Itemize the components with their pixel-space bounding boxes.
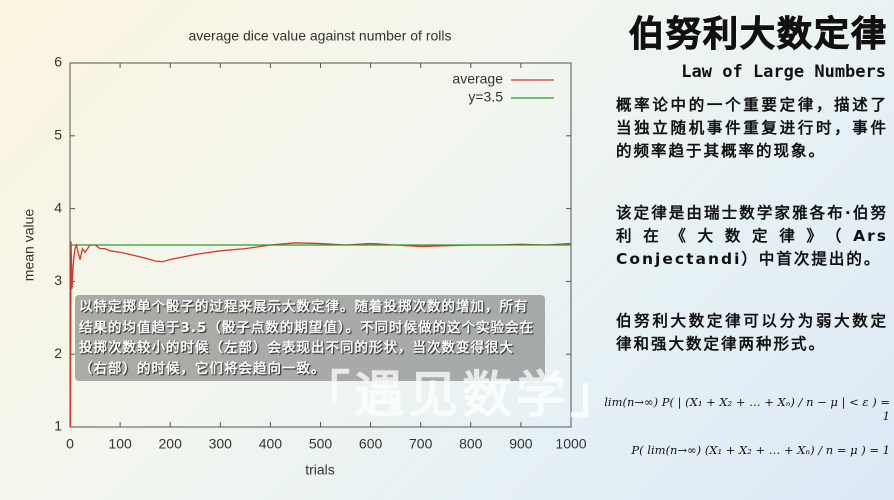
chart: average dice value against number of rol…: [21, 28, 587, 478]
x-tick-label: 1000: [555, 436, 586, 452]
panel-subtitle: Law of Large Numbers: [681, 62, 886, 82]
paragraph: 该定律是由瑞士数学家雅各布·伯努利在《大数定律》（Ars Conjectandi…: [616, 204, 888, 268]
side-panel: 伯努利大数定律 Law of Large Numbers 概率论中的一个重要定律…: [600, 0, 894, 500]
formula: P( lim(n→∞) (X₁ + X₂ + … + Xₙ) / n = μ )…: [631, 443, 890, 457]
x-axis-label: trials: [305, 462, 335, 478]
y-tick-label: 6: [54, 54, 62, 70]
legend-label: y=3.5: [468, 89, 503, 105]
y-axis-label: mean value: [21, 209, 37, 282]
y-tick-label: 2: [54, 345, 62, 361]
x-tick-label: 0: [66, 436, 74, 452]
panel-title: 伯努利大数定律: [628, 15, 888, 56]
x-tick-label: 800: [459, 436, 483, 452]
x-tick-label: 100: [108, 436, 132, 452]
x-tick-label: 700: [409, 436, 433, 452]
x-tick-label: 300: [209, 436, 233, 452]
watermark: 「遇见数学」: [300, 366, 624, 424]
y-tick-label: 3: [54, 272, 62, 288]
line-series: [69, 241, 572, 428]
x-tick-label: 500: [309, 436, 333, 452]
y-tick-label: 5: [54, 127, 62, 143]
x-tick-label: 200: [159, 436, 183, 452]
y-tick-label: 1: [54, 418, 62, 434]
y-tick-label: 4: [54, 199, 62, 215]
x-tick-label: 400: [259, 436, 283, 452]
chart-title: average dice value against number of rol…: [188, 28, 451, 44]
paragraph: 伯努利大数定律可以分为弱大数定律和强大数定律两种形式。: [616, 312, 888, 353]
caption: 以特定掷单个骰子的过程来展示大数定律。随着投掷次数的增加，所有结果的均值趋于3.…: [75, 295, 545, 381]
x-tick-label: 600: [359, 436, 383, 452]
legend-label: average: [452, 71, 503, 87]
x-tick-label: 900: [509, 436, 533, 452]
paragraph: 概率论中的一个重要定律，描述了当独立随机事件重复进行时，事件的频率趋于其概率的现…: [616, 96, 888, 160]
formula: lim(n→∞) P( | (X₁ + X₂ + … + Xₙ) / n − μ…: [604, 395, 890, 423]
